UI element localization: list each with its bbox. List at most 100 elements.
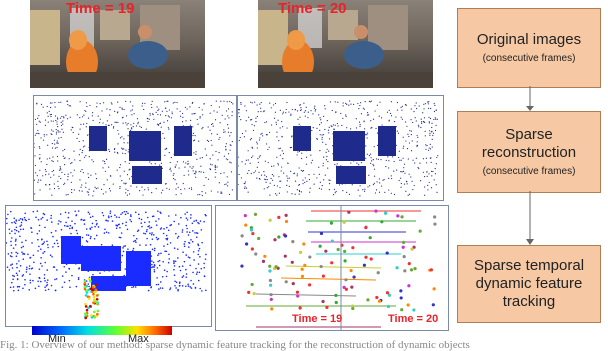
- point-mark: [159, 211, 161, 213]
- point-mark: [218, 152, 220, 154]
- point-mark: [54, 143, 56, 145]
- point-mark: [195, 153, 197, 155]
- point-mark: [119, 166, 121, 169]
- point-mark: [19, 225, 21, 228]
- point-mark: [10, 237, 13, 239]
- point-mark: [35, 172, 37, 174]
- point-mark: [87, 117, 90, 119]
- point-mark: [215, 100, 217, 102]
- point-mark: [268, 131, 271, 134]
- point-mark: [431, 303, 435, 307]
- point-mark: [60, 228, 63, 231]
- point-mark: [152, 167, 154, 169]
- point-mark: [88, 188, 90, 190]
- point-mark: [46, 283, 49, 286]
- point-mark: [192, 251, 195, 253]
- point-mark: [378, 191, 381, 193]
- point-mark: [339, 181, 341, 184]
- point-mark: [250, 101, 252, 103]
- point-mark: [227, 124, 229, 126]
- point-mark: [370, 127, 372, 129]
- point-mark: [166, 243, 169, 246]
- point-mark: [354, 181, 356, 183]
- point-mark: [384, 191, 386, 193]
- point-mark: [158, 288, 160, 290]
- point-mark: [360, 162, 363, 164]
- point-mark: [34, 193, 36, 195]
- point-mark: [121, 212, 124, 214]
- point-mark: [406, 148, 409, 150]
- point-mark: [13, 221, 16, 223]
- point-mark: [121, 107, 123, 109]
- point-mark: [14, 232, 16, 235]
- point-mark: [377, 299, 382, 303]
- point-mark: [78, 267, 81, 269]
- point-mark: [262, 135, 264, 137]
- point-mark: [231, 140, 233, 143]
- point-mark: [60, 121, 62, 123]
- point-mark: [120, 279, 123, 282]
- point-mark: [299, 125, 302, 127]
- point-mark: [283, 254, 287, 258]
- point-mark: [311, 129, 313, 132]
- point-mark: [42, 175, 44, 177]
- point-mark: [369, 257, 373, 261]
- point-mark: [37, 250, 39, 252]
- point-mark: [63, 117, 65, 119]
- point-mark: [373, 146, 375, 148]
- point-mark: [217, 191, 219, 193]
- point-mark: [278, 176, 280, 178]
- point-mark: [53, 139, 55, 141]
- point-mark: [44, 261, 47, 264]
- point-mark: [288, 177, 290, 179]
- point-mark: [223, 155, 225, 157]
- point-mark: [64, 148, 66, 151]
- point-mark: [15, 229, 18, 232]
- point-mark: [413, 111, 415, 113]
- point-mark: [104, 162, 106, 165]
- point-mark: [43, 277, 46, 280]
- point-mark: [92, 292, 95, 296]
- point-mark: [92, 301, 95, 305]
- point-mark: [433, 110, 436, 113]
- point-mark: [186, 163, 189, 165]
- point-mark: [358, 121, 361, 123]
- point-mark: [166, 148, 168, 150]
- point-mark: [196, 158, 198, 160]
- point-mark: [256, 104, 258, 106]
- point-mark: [307, 117, 309, 119]
- point-mark: [82, 123, 85, 125]
- point-mark: [334, 300, 338, 305]
- point-mark: [251, 231, 255, 236]
- point-mark: [149, 177, 152, 179]
- point-mark: [123, 210, 126, 213]
- point-mark: [109, 287, 111, 290]
- point-mark: [132, 270, 135, 273]
- point-mark: [294, 139, 296, 141]
- point-mark: [199, 157, 201, 159]
- point-mark: [83, 223, 86, 225]
- point-mark: [320, 188, 323, 190]
- point-mark: [199, 117, 201, 119]
- point-mark: [332, 133, 334, 135]
- point-mark: [169, 161, 171, 164]
- point-mark: [93, 137, 95, 139]
- point-mark: [327, 167, 329, 169]
- point-mark: [366, 137, 368, 139]
- point-mark: [95, 294, 99, 297]
- point-mark: [118, 133, 120, 135]
- point-mark: [359, 124, 361, 126]
- point-mark: [129, 219, 131, 221]
- point-mark: [65, 194, 67, 196]
- point-mark: [425, 148, 427, 150]
- point-mark: [72, 244, 75, 247]
- point-mark: [29, 273, 31, 275]
- point-mark: [272, 104, 275, 106]
- point-mark: [173, 153, 175, 155]
- point-mark: [308, 178, 311, 181]
- point-mark: [87, 247, 90, 250]
- point-mark: [155, 136, 157, 139]
- point-mark: [137, 123, 139, 125]
- point-mark: [237, 156, 239, 158]
- point-mark: [132, 126, 134, 128]
